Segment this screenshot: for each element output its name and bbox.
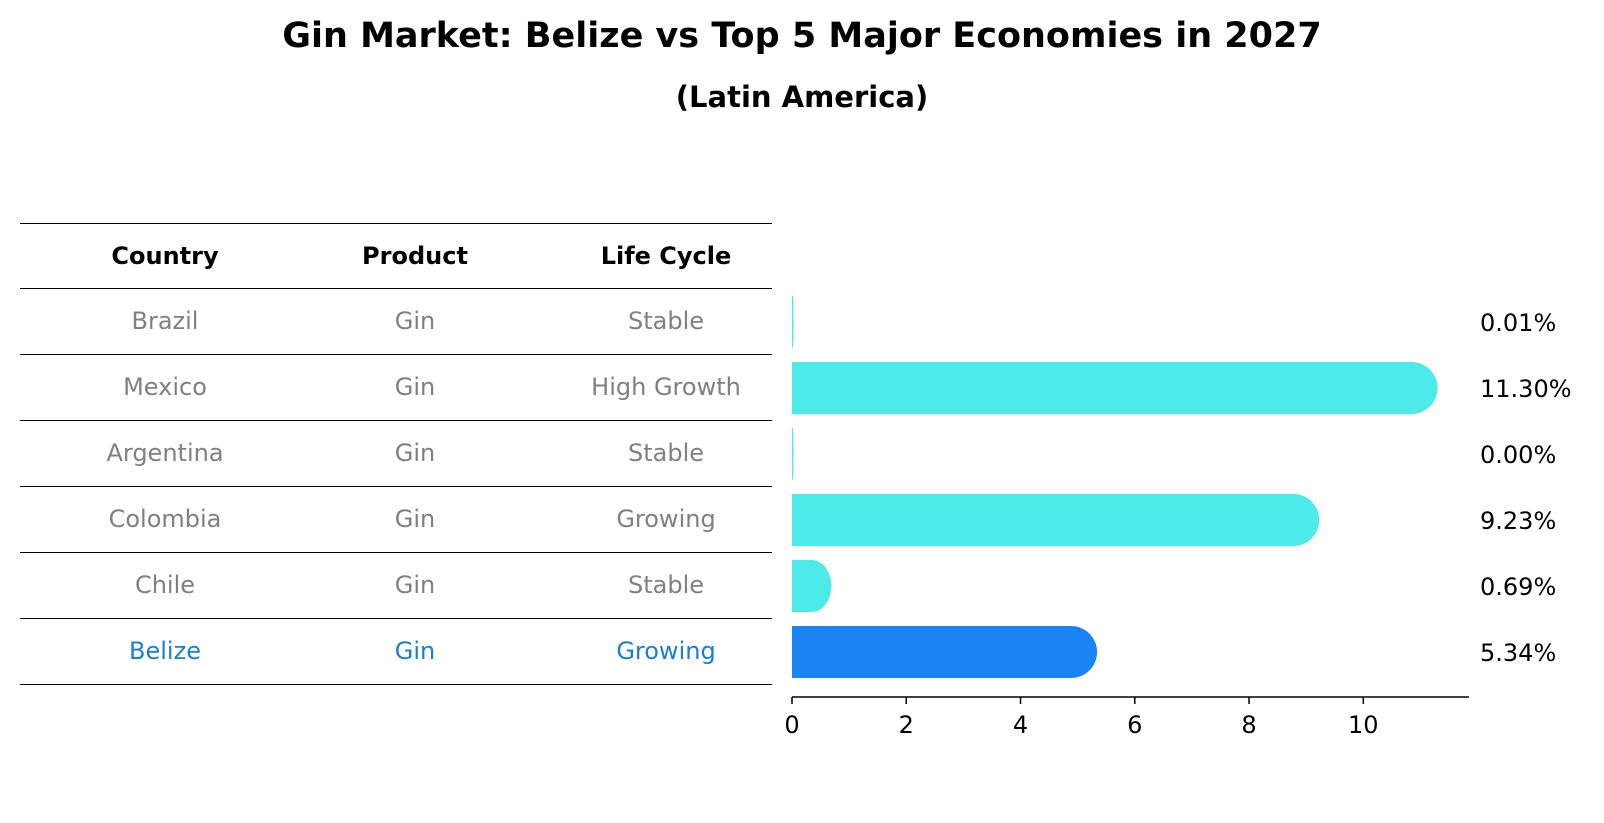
header-country: Country <box>111 242 219 270</box>
cell-life-cycle: Stable <box>627 571 705 599</box>
bar-mexico <box>792 362 1438 414</box>
bar-chile <box>792 560 832 612</box>
x-tick-label: 10 <box>1348 711 1379 739</box>
table-row: Argentina Gin Stable <box>20 421 772 487</box>
cell-product: Gin <box>394 505 436 533</box>
cell-product: Gin <box>394 439 436 467</box>
header-life-cycle: Life Cycle <box>600 242 732 270</box>
table-row: Brazil Gin Stable <box>20 289 772 355</box>
bar-argentina <box>792 428 794 480</box>
cell-product: Gin <box>394 373 436 401</box>
x-tick-label: 0 <box>784 711 799 739</box>
header-product: Product <box>362 242 468 270</box>
cell-life-cycle: Growing <box>616 637 716 665</box>
value-label-mexico: 11.30% <box>1480 375 1572 403</box>
table-row: Mexico Gin High Growth <box>20 355 772 421</box>
chart-title: Gin Market: Belize vs Top 5 Major Econom… <box>282 16 1322 56</box>
cell-country: Chile <box>134 571 196 599</box>
table-row: Colombia Gin Growing <box>20 487 772 553</box>
bar-belize <box>792 626 1098 678</box>
cell-life-cycle: Stable <box>627 307 705 335</box>
value-label-chile: 0.69% <box>1480 573 1556 601</box>
x-tick-label: 4 <box>1013 711 1028 739</box>
cell-country: Argentina <box>106 439 224 467</box>
value-label-brazil: 0.01% <box>1480 309 1556 337</box>
cell-life-cycle: Stable <box>627 439 705 467</box>
value-label-belize: 5.34% <box>1480 639 1556 667</box>
table-header-row: Country Product Life Cycle <box>20 223 772 289</box>
cell-country: Colombia <box>108 505 222 533</box>
x-tick-label: 8 <box>1241 711 1256 739</box>
x-tick-label: 6 <box>1127 711 1142 739</box>
cell-product: Gin <box>394 637 436 665</box>
data-table: Country Product Life Cycle Brazil Gin St… <box>20 223 772 685</box>
value-label-argentina: 0.00% <box>1480 441 1556 469</box>
cell-life-cycle: Growing <box>616 505 716 533</box>
table-row: Chile Gin Stable <box>20 553 772 619</box>
bar-brazil <box>792 296 794 348</box>
chart-subtitle: (Latin America) <box>675 80 929 114</box>
cell-product: Gin <box>394 307 436 335</box>
bar-colombia <box>792 494 1320 546</box>
cell-country: Brazil <box>131 307 199 335</box>
cell-life-cycle: High Growth <box>591 373 741 401</box>
cell-country: Mexico <box>123 373 207 401</box>
value-label-colombia: 9.23% <box>1480 507 1556 535</box>
table-row-highlight: Belize Gin Growing <box>20 619 772 685</box>
cell-product: Gin <box>394 571 436 599</box>
x-tick-label: 2 <box>899 711 914 739</box>
cell-country: Belize <box>129 637 201 665</box>
